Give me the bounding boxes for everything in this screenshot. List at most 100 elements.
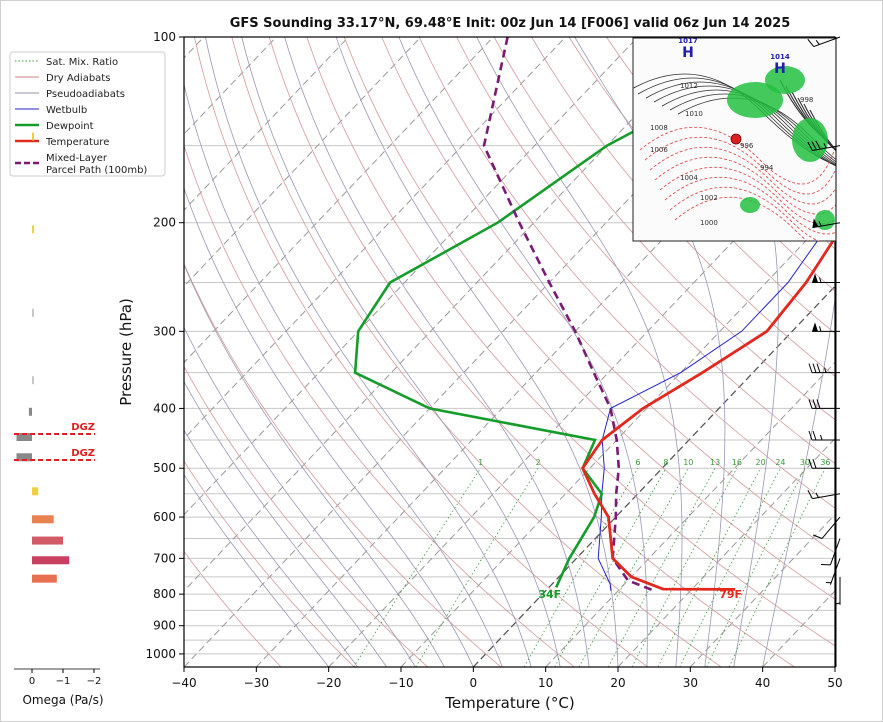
mix-ratio-label: 2 xyxy=(536,458,541,467)
dgz-label: DGZ xyxy=(71,422,95,433)
x-axis-label: Temperature (°C) xyxy=(444,694,574,712)
mix-ratio-label: 36 xyxy=(820,458,830,467)
wind-barb-full xyxy=(812,399,817,409)
y-tick-label: 200 xyxy=(153,216,176,230)
inset-high-label: H xyxy=(682,45,694,61)
pseudoadiabat-line xyxy=(184,473,330,667)
y-axis-ticks: 100 200 300 400 500 600 700 800 900 1000 xyxy=(145,30,184,661)
pseudoadiabat-line xyxy=(398,37,648,667)
dry-adiabat-line xyxy=(831,37,835,42)
dry-adiabat-line xyxy=(268,37,795,667)
inset-precip-area xyxy=(765,66,805,94)
pseudoadiabat-line xyxy=(762,37,835,667)
pseudoadiabat-line xyxy=(184,381,387,667)
pseudoadiabat-line xyxy=(184,82,503,667)
inset-isobar xyxy=(653,85,836,166)
dry-adiabat-line xyxy=(493,37,835,421)
omega-panel: DGZ DGZ 0 −1 −2 Omega (Pa/s) xyxy=(14,132,104,707)
y-axis-label: Pressure (hPa) xyxy=(117,298,135,406)
dry-adiabats xyxy=(184,37,835,667)
dgz-label: DGZ xyxy=(71,448,95,459)
x-tick-label: 50 xyxy=(827,676,842,690)
wind-barb xyxy=(812,218,841,229)
zero-isotherm-line xyxy=(472,285,835,667)
wind-barb xyxy=(808,363,840,374)
inset-thickness-line xyxy=(669,186,821,241)
mix-ratio-label: 13 xyxy=(710,458,720,467)
plot-frame xyxy=(183,36,836,668)
wind-barb-half xyxy=(815,492,819,498)
y-tick-label: 1000 xyxy=(145,647,176,661)
mix-ratio-labels: 1 2 6 8 10 13 16 20 24 30 36 xyxy=(478,458,830,467)
isotherm-line xyxy=(834,666,835,667)
wind-barb xyxy=(834,576,841,605)
isotherm-line xyxy=(328,133,835,667)
inset-high-value: 1017 xyxy=(678,37,698,45)
wind-barb-staff xyxy=(813,36,841,48)
wind-barb-full xyxy=(812,363,817,373)
inset-isobar xyxy=(661,89,836,165)
omega-bar xyxy=(32,487,39,496)
pseudoadiabat-line xyxy=(241,37,561,667)
x-tick-label: −20 xyxy=(316,676,341,690)
wind-barb-half xyxy=(820,434,823,441)
mix-ratio-label: 8 xyxy=(663,458,668,467)
pseudoadiabat-line xyxy=(184,429,358,667)
isobar-lines xyxy=(184,37,835,667)
sat-mix-ratio-lines xyxy=(353,467,826,667)
omega-bar xyxy=(32,308,34,317)
inset-isobar-label: 1012 xyxy=(680,82,698,90)
wind-barb-full xyxy=(807,490,813,499)
x-axis-ticks: −40 −30 −20 −10 0 10 20 30 40 50 xyxy=(171,667,843,690)
inset-precip-area xyxy=(792,118,828,162)
inset-isobar xyxy=(645,81,836,167)
wind-barb-full xyxy=(808,430,813,441)
dry-adiabat-line xyxy=(194,37,649,667)
isotherm-line xyxy=(184,37,783,667)
x-tick-label: 10 xyxy=(538,676,553,690)
wind-barb xyxy=(825,558,841,585)
inset-thickness-line xyxy=(644,136,836,195)
legend-label: Mixed-Layer Parcel Path (100mb) xyxy=(46,153,147,176)
isotherm-line xyxy=(184,37,639,516)
isotherm-line xyxy=(617,437,835,667)
mix-ratio-label: 6 xyxy=(635,458,640,467)
mix-ratio-line xyxy=(578,468,689,667)
mix-ratio-label: 16 xyxy=(732,458,742,467)
wind-barb-half xyxy=(824,367,827,373)
x-tick-label: −30 xyxy=(244,676,269,690)
pseudoadiabat-line xyxy=(184,263,445,667)
inset-isobar-label: 998 xyxy=(800,96,813,104)
wind-barb-half xyxy=(823,143,827,149)
wind-barb-staff xyxy=(829,538,841,565)
pseudoadiabat-line xyxy=(574,37,726,667)
omega-bar xyxy=(28,407,32,416)
y-tick-label: 500 xyxy=(153,461,176,475)
mix-ratio-label: 10 xyxy=(683,458,693,467)
y-tick-label: 100 xyxy=(153,30,176,44)
legend-label: Temperature xyxy=(45,137,109,148)
mix-ratio-label: 1 xyxy=(478,458,483,467)
wind-barb xyxy=(807,490,841,500)
wind-barb-half xyxy=(818,221,822,227)
inset-high-value: 1014 xyxy=(770,53,790,61)
wind-barb xyxy=(812,273,840,284)
dry-adiabat-line xyxy=(568,37,835,334)
mix-ratio-line xyxy=(353,467,482,667)
omega-bar xyxy=(32,225,34,234)
pseudoadiabat-line xyxy=(696,37,779,667)
omega-bar xyxy=(16,432,32,441)
wind-barb-half xyxy=(815,40,820,45)
inset-map: 1012 1010 1008 1006 1004 1002 1000 998 996 994 101… xyxy=(632,37,837,242)
legend: Sat. Mix. Ratio Dry Adiabats Pseudoadiabat… xyxy=(9,51,166,177)
wind-barb xyxy=(820,538,841,566)
legend-label: Sat. Mix. Ratio xyxy=(46,57,118,68)
dry-adiabat-line xyxy=(231,37,722,667)
dry-adiabat-line xyxy=(184,365,428,667)
y-tick-label: 800 xyxy=(153,587,176,601)
y-tick-label: 900 xyxy=(153,619,176,633)
inset-isobar-label: 1004 xyxy=(680,174,698,182)
wind-barb xyxy=(808,399,840,409)
y-tick-label: 300 xyxy=(153,324,176,338)
